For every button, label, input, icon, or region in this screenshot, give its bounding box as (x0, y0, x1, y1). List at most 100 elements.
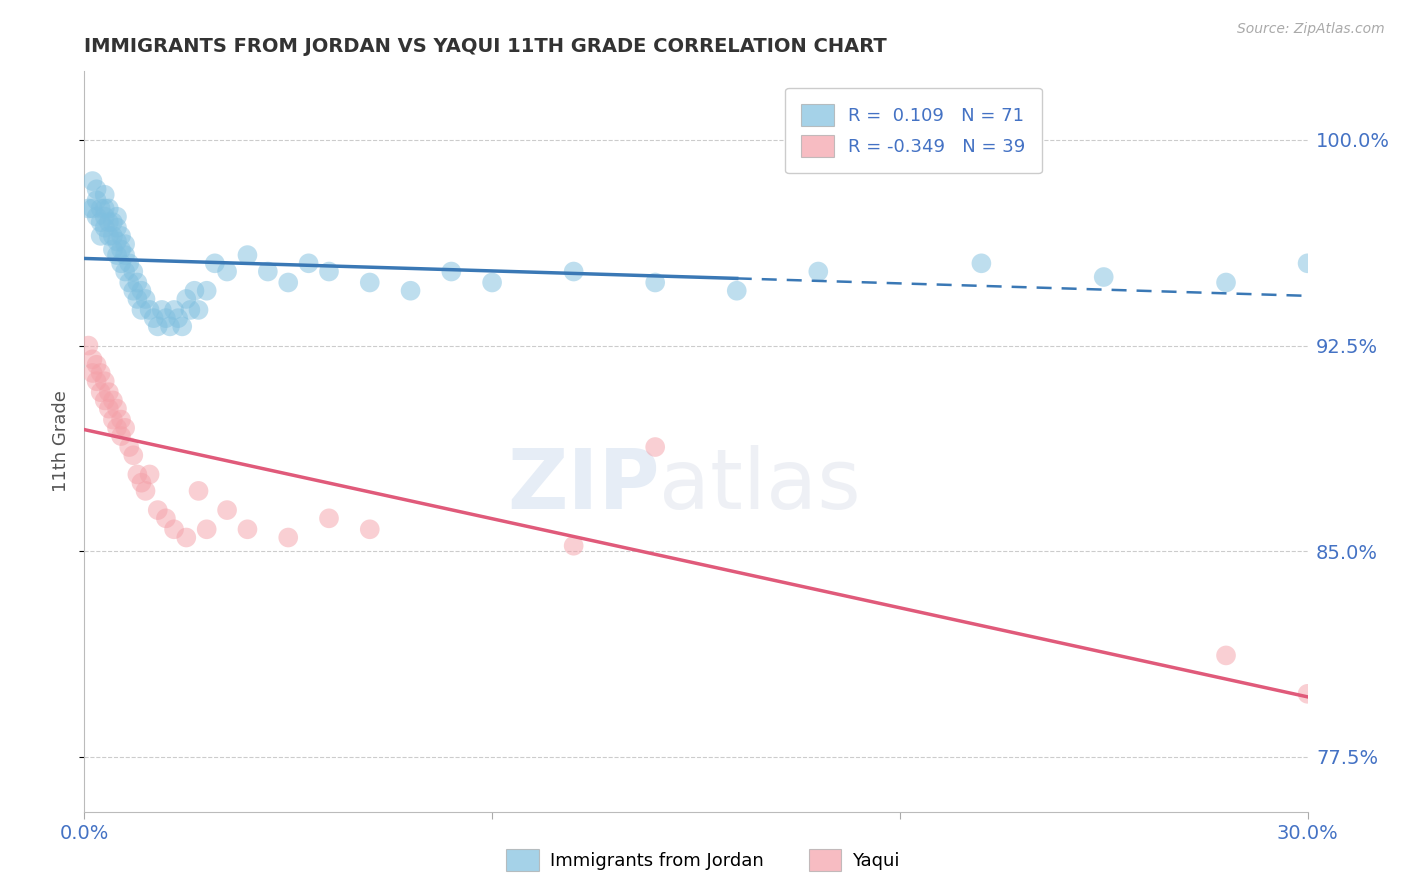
Legend: Immigrants from Jordan, Yaqui: Immigrants from Jordan, Yaqui (499, 842, 907, 879)
Point (82, 352, 104, 367)
Text: Source: ZipAtlas.com: Source: ZipAtlas.com (1237, 22, 1385, 37)
Point (101, 243, 124, 257)
Point (105, 210, 128, 224)
Point (97, 228, 120, 243)
Point (318, 511, 340, 525)
Point (135, 292, 157, 306)
Point (110, 228, 132, 243)
Point (644, 276, 666, 290)
Point (97, 385, 120, 400)
Point (155, 511, 177, 525)
Point (481, 276, 503, 290)
Point (118, 440, 141, 454)
Point (807, 264, 830, 278)
Point (101, 215, 124, 229)
Point (86, 374, 108, 388)
Point (97, 202, 120, 216)
Point (970, 256, 993, 270)
Point (118, 256, 141, 270)
Point (90, 215, 112, 229)
Point (105, 248, 128, 262)
Point (118, 276, 141, 290)
Text: IMMIGRANTS FROM JORDAN VS YAQUI 11TH GRADE CORRELATION CHART: IMMIGRANTS FROM JORDAN VS YAQUI 11TH GRA… (84, 37, 887, 56)
Point (150, 302, 173, 317)
Point (138, 467, 160, 482)
Point (440, 264, 463, 278)
Point (93, 210, 115, 224)
Point (90, 366, 112, 380)
Point (146, 503, 169, 517)
Point (174, 292, 197, 306)
Point (318, 264, 340, 278)
Legend: R =  0.109   N = 71, R = -0.349   N = 39: R = 0.109 N = 71, R = -0.349 N = 39 (785, 87, 1042, 173)
Point (562, 539, 585, 553)
Point (86, 210, 108, 224)
Point (114, 264, 136, 278)
Point (155, 311, 177, 326)
Point (77, 338, 100, 352)
Point (1092, 270, 1115, 285)
Point (90, 228, 112, 243)
Point (101, 393, 124, 408)
Point (131, 302, 153, 317)
Point (236, 248, 259, 262)
Point (90, 202, 112, 216)
Point (93, 374, 115, 388)
Text: ZIP: ZIP (506, 445, 659, 526)
Point (110, 412, 132, 426)
Point (97, 401, 120, 416)
Point (122, 264, 145, 278)
Point (114, 421, 136, 435)
Point (1215, 276, 1237, 290)
Point (93, 202, 115, 216)
Point (114, 248, 136, 262)
Point (105, 401, 128, 416)
Point (86, 358, 108, 372)
Point (167, 311, 190, 326)
Point (174, 531, 197, 545)
Point (82, 202, 104, 216)
Point (131, 475, 153, 490)
Point (187, 483, 209, 498)
Point (183, 284, 205, 298)
Point (86, 182, 108, 196)
Point (187, 302, 209, 317)
Y-axis label: 11th Grade: 11th Grade (52, 391, 70, 492)
Point (146, 319, 169, 334)
Point (257, 264, 280, 278)
Point (1215, 648, 1237, 663)
Point (82, 174, 104, 188)
Point (90, 385, 112, 400)
Text: atlas: atlas (659, 445, 860, 526)
Point (159, 319, 181, 334)
Point (93, 220, 115, 235)
Point (127, 292, 149, 306)
Point (97, 215, 120, 229)
Point (399, 284, 422, 298)
Point (142, 311, 165, 326)
Point (195, 284, 218, 298)
Point (110, 429, 132, 443)
Point (179, 302, 201, 317)
Point (114, 237, 136, 252)
Point (236, 522, 259, 536)
Point (277, 276, 299, 290)
Point (359, 276, 381, 290)
Point (359, 522, 381, 536)
Point (277, 531, 299, 545)
Point (644, 440, 666, 454)
Point (131, 284, 153, 298)
Point (298, 256, 321, 270)
Point (725, 284, 748, 298)
Point (138, 302, 160, 317)
Point (101, 412, 124, 426)
Point (122, 448, 145, 462)
Point (562, 264, 585, 278)
Point (105, 235, 128, 249)
Point (127, 467, 149, 482)
Point (1296, 256, 1319, 270)
Point (105, 421, 128, 435)
Point (135, 483, 157, 498)
Point (122, 284, 145, 298)
Point (163, 522, 186, 536)
